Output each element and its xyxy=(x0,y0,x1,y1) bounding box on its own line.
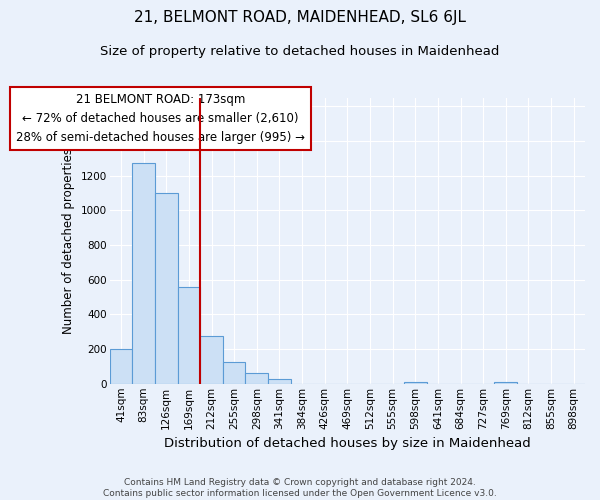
Bar xyxy=(178,286,200,384)
Bar xyxy=(268,378,291,384)
Bar xyxy=(494,382,517,384)
Bar xyxy=(133,162,155,384)
Text: Size of property relative to detached houses in Maidenhead: Size of property relative to detached ho… xyxy=(100,45,500,58)
Text: 21 BELMONT ROAD: 173sqm
← 72% of detached houses are smaller (2,610)
28% of semi: 21 BELMONT ROAD: 173sqm ← 72% of detache… xyxy=(16,93,305,144)
Text: Contains HM Land Registry data © Crown copyright and database right 2024.
Contai: Contains HM Land Registry data © Crown c… xyxy=(103,478,497,498)
Bar xyxy=(223,362,245,384)
Bar xyxy=(200,336,223,384)
Bar xyxy=(155,193,178,384)
Text: 21, BELMONT ROAD, MAIDENHEAD, SL6 6JL: 21, BELMONT ROAD, MAIDENHEAD, SL6 6JL xyxy=(134,10,466,25)
Y-axis label: Number of detached properties: Number of detached properties xyxy=(62,148,75,334)
X-axis label: Distribution of detached houses by size in Maidenhead: Distribution of detached houses by size … xyxy=(164,437,531,450)
Bar xyxy=(245,373,268,384)
Bar xyxy=(404,382,427,384)
Bar xyxy=(110,349,133,384)
